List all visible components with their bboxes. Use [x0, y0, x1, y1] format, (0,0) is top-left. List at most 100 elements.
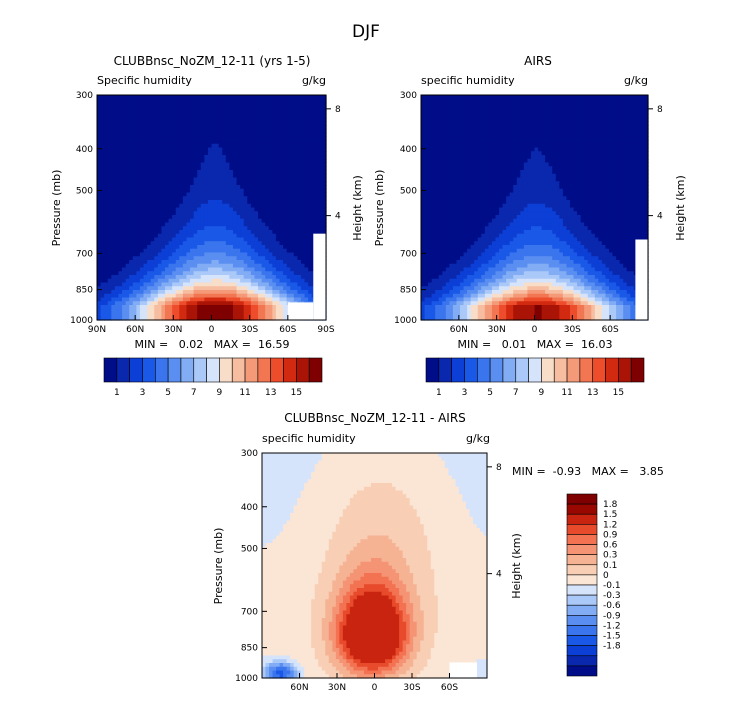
obs-field-cell: [474, 140, 479, 145]
model-field-cell: [215, 245, 220, 250]
obs-field-cell: [608, 147, 614, 152]
model-field-cell: [107, 181, 112, 186]
model-field-cell: [272, 173, 277, 179]
model-field-cell: [125, 125, 130, 130]
model-field-cell: [258, 151, 263, 156]
model-field-cell: [161, 136, 166, 141]
obs-field-cell: [484, 98, 489, 104]
model-field-cell: [114, 158, 120, 164]
model-field-cell: [211, 305, 216, 310]
obs-field-cell: [591, 95, 596, 100]
obs-field-cell: [640, 113, 646, 119]
model-field-cell: [175, 140, 180, 145]
model-field-cell: [315, 196, 320, 201]
model-field-cell: [143, 185, 148, 190]
model-field-cell: [300, 215, 306, 220]
model-field-cell: [236, 177, 241, 182]
obs-field-cell: [573, 121, 578, 126]
model-field-cell: [243, 293, 248, 299]
model-field-cell: [318, 211, 324, 216]
obs-field-cell: [633, 121, 638, 126]
model-field-cell: [236, 113, 241, 119]
model-field-cell: [207, 203, 213, 209]
model-field-cell: [154, 271, 159, 276]
model-field-cell: [139, 106, 145, 111]
obs-field-cell: [523, 113, 529, 119]
obs-field-cell: [421, 136, 426, 141]
model-field-cell: [308, 192, 313, 197]
model-field-cell: [139, 312, 145, 317]
model-field-cell: [211, 248, 216, 254]
obs-field-cell: [644, 102, 649, 107]
model-field-cell: [97, 98, 102, 104]
obs-field-cell: [520, 117, 525, 122]
model-field-cell: [204, 237, 209, 242]
model-field-cell: [293, 166, 298, 171]
model-field-cell: [236, 308, 241, 314]
model-field-cell: [265, 132, 270, 137]
model-field-cell: [197, 237, 202, 242]
obs-field-cell: [523, 136, 529, 141]
model-field-cell: [225, 170, 230, 175]
model-field-cell: [247, 158, 252, 164]
model-field-cell: [114, 222, 120, 227]
model-field-cell: [107, 290, 112, 295]
model-field-cell: [272, 95, 277, 100]
model-field-cell: [164, 203, 170, 209]
model-field-cell: [161, 132, 166, 137]
model-field-cell: [247, 200, 252, 205]
model-field-cell: [125, 241, 130, 246]
obs-field-cell: [484, 128, 489, 134]
model-field-cell: [111, 312, 116, 317]
model-field-cell: [111, 166, 116, 171]
model-field-cell: [207, 305, 213, 310]
model-field-cell: [215, 117, 220, 122]
model-field-cell: [172, 233, 177, 239]
model-field-cell: [211, 230, 216, 235]
model-field-cell: [179, 155, 184, 160]
model-field-cell: [293, 151, 298, 156]
model-field-cell: [311, 173, 316, 179]
model-field-cell: [207, 263, 213, 269]
model-field-cell: [164, 95, 170, 100]
obs-field-cell: [580, 102, 585, 107]
obs-field-cell: [569, 140, 575, 145]
model-field-cell: [143, 282, 148, 287]
obs-field-cell: [460, 128, 465, 134]
model-field-cell: [111, 282, 116, 287]
model-field-cell: [232, 233, 238, 239]
model-field-cell: [129, 173, 134, 179]
model-field-cell: [197, 271, 202, 276]
model-field-cell: [268, 260, 273, 265]
panel-obs-units: g/kg: [624, 74, 648, 87]
model-field-cell: [258, 166, 263, 171]
model-field-cell: [193, 252, 198, 257]
model-field-cell: [315, 200, 320, 205]
model-field-cell: [261, 263, 266, 269]
model-field-cell: [168, 192, 173, 197]
model-field-cell: [315, 140, 320, 145]
obs-field-cell: [552, 128, 557, 134]
model-field-cell: [268, 207, 273, 212]
model-field-cell: [122, 128, 127, 134]
model-field-cell: [300, 248, 306, 254]
model-field-cell: [186, 308, 191, 314]
model-field-cell: [265, 162, 270, 167]
model-field-cell: [222, 121, 227, 126]
model-field-cell: [168, 125, 173, 130]
model-field-cell: [272, 117, 277, 122]
model-field-cell: [229, 102, 234, 107]
model-field-cell: [114, 290, 120, 295]
model-field-cell: [200, 117, 205, 122]
model-field-cell: [129, 275, 134, 280]
model-field-cell: [150, 98, 155, 104]
model-field-cell: [211, 196, 216, 201]
obs-field-cell: [587, 102, 592, 107]
model-field-cell: [275, 237, 281, 242]
obs-field-cell: [484, 113, 489, 119]
model-field-cell: [225, 286, 230, 291]
obs-field-cell: [488, 117, 493, 122]
model-field-cell: [186, 282, 191, 287]
model-field-cell: [197, 162, 202, 167]
model-field-cell: [218, 245, 223, 250]
